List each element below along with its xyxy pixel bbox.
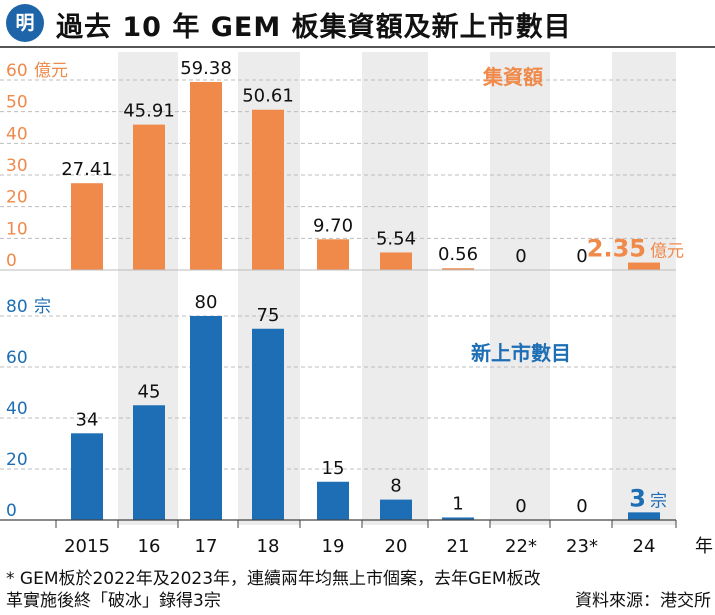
highlight-unit-label: 宗 <box>650 491 667 511</box>
x-tick-label: 17 <box>195 536 218 557</box>
value-label: 15 <box>322 458 345 479</box>
x-tick-label: 18 <box>257 536 280 557</box>
bar <box>317 239 349 270</box>
value-label: 75 <box>257 305 280 326</box>
y-unit-label: 億元 <box>34 61 68 81</box>
y-tick-label: 10 <box>6 219 28 239</box>
bar <box>71 183 103 270</box>
x-tick-label: 23* <box>566 536 598 557</box>
bar <box>442 268 474 270</box>
value-label: 0 <box>515 496 526 517</box>
value-label: 27.41 <box>61 159 113 180</box>
x-tick-label: 21 <box>447 536 470 557</box>
y-tick-label: 20 <box>6 188 28 208</box>
title-divider <box>0 46 715 48</box>
value-label: 59.38 <box>180 58 232 79</box>
column-stripe <box>490 52 550 525</box>
y-tick-label: 20 <box>6 450 28 470</box>
value-label: 0 <box>576 496 587 517</box>
y-tick-label: 50 <box>6 93 28 113</box>
column-stripe <box>362 52 428 525</box>
source-credit: 資料來源：港交所 <box>575 591 711 611</box>
y-tick-label: 40 <box>6 399 28 419</box>
footnote-line-2: 革實施後終「破冰」錄得3宗 <box>6 591 221 611</box>
y-tick-label: 60 <box>6 61 28 81</box>
value-label: 9.70 <box>313 215 353 236</box>
bar <box>133 124 165 270</box>
chart-title: 過去 10 年 GEM 板集資額及新上市數目 <box>56 12 572 43</box>
value-label: 34 <box>76 409 99 430</box>
bar <box>190 316 222 520</box>
value-label: 80 <box>195 292 218 313</box>
bar <box>252 109 284 270</box>
value-label: 50.61 <box>242 86 294 107</box>
highlight-unit-label: 億元 <box>650 242 684 262</box>
footnote-line-1: * GEM板於2022年及2023年，連續兩年均無上市個案，去年GEM板改 <box>6 569 541 589</box>
value-label: 8 <box>390 476 401 497</box>
y-tick-label: 60 <box>6 348 28 368</box>
y-tick-label: 30 <box>6 156 28 176</box>
bar <box>380 499 412 520</box>
y-tick-label: 0 <box>6 501 17 521</box>
value-label: 45.91 <box>123 101 175 122</box>
highlight-value-label: 3 <box>629 484 646 512</box>
bar <box>628 512 660 520</box>
y-tick-label: 80 <box>6 297 28 317</box>
value-label: 0.56 <box>438 244 478 265</box>
y-tick-label: 40 <box>6 124 28 144</box>
value-label: 0 <box>515 246 526 267</box>
x-tick-label: 22* <box>505 536 537 557</box>
newspaper-logo-icon: 明 <box>6 4 44 42</box>
x-tick-label: 16 <box>138 536 161 557</box>
series-title: 集資額 <box>482 65 543 89</box>
y-tick-label: 0 <box>6 251 17 271</box>
bar <box>133 405 165 520</box>
bar <box>71 433 103 520</box>
bar <box>317 481 349 520</box>
value-label: 5.54 <box>376 228 416 249</box>
bar <box>380 252 412 270</box>
value-label: 0 <box>576 246 587 267</box>
bar <box>442 517 474 520</box>
title-bar: 明 過去 10 年 GEM 板集資額及新上市數目 <box>0 0 715 44</box>
footnote: * GEM板於2022年及2023年，連續兩年均無上市個案，去年GEM板改 革實… <box>6 568 711 612</box>
x-tick-label: 19 <box>322 536 345 557</box>
bar <box>628 262 660 270</box>
x-tick-label: 20 <box>385 536 408 557</box>
x-tick-label: 24 <box>633 536 656 557</box>
y-unit-label: 宗 <box>34 297 51 317</box>
x-unit-label: 年 <box>695 536 713 557</box>
bar <box>252 328 284 520</box>
bar <box>190 81 222 270</box>
column-stripe <box>612 52 676 525</box>
value-label: 45 <box>138 381 161 402</box>
series-title: 新上市數目 <box>471 341 571 365</box>
highlight-value-label: 2.35 <box>587 235 646 263</box>
value-label: 1 <box>452 493 463 514</box>
x-tick-label: 2015 <box>64 536 110 557</box>
